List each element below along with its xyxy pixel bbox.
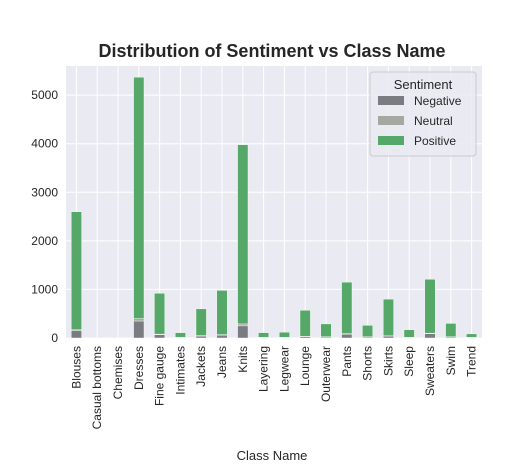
x-axis-label: Class Name (237, 448, 308, 463)
bar-positive-4 (154, 293, 165, 335)
x-tick-label-0: Blouses (69, 346, 83, 389)
bar-negative-6 (195, 335, 207, 339)
x-tick-label-4: Fine gauge (153, 346, 167, 406)
chart-title: Distribution of Sentiment vs Class Name (98, 41, 445, 61)
bar-negative-7 (216, 334, 228, 339)
x-tick-label-8: Knits (236, 346, 250, 373)
x-tick-label-18: Swim (444, 346, 458, 375)
bar-positive-18 (445, 323, 457, 337)
bar-positive-19 (466, 333, 477, 338)
x-tick-label-19: Trend (465, 346, 479, 377)
bar-positive-10 (279, 331, 290, 338)
legend-items: Negative Neutral Positive (378, 94, 462, 148)
x-tick-label-16: Sleep (402, 346, 416, 377)
bar-positive-11 (299, 310, 311, 337)
y-tick-label-1: 1000 (31, 282, 58, 296)
bar-negative-3 (133, 320, 145, 339)
bar-negative-17 (424, 333, 436, 339)
legend-title: Sentiment (394, 77, 453, 92)
x-tick-label-14: Shorts (361, 346, 375, 381)
x-tick-label-1: Casual bottoms (90, 346, 104, 429)
bar-negative-8 (237, 325, 249, 339)
y-axis-ticks: 0 1000 2000 3000 4000 5000 (31, 88, 58, 345)
bar-positive-8 (237, 144, 249, 325)
x-tick-label-15: Skirts (381, 346, 395, 376)
bar-positive-17 (424, 279, 436, 334)
bar-negative-13 (341, 333, 353, 339)
x-tick-label-11: Lounge (298, 346, 312, 386)
legend-box (369, 71, 477, 157)
x-tick-label-10: Legwear (277, 346, 291, 392)
x-tick-label-13: Pants (340, 346, 354, 377)
bar-neutral-8 (237, 323, 249, 327)
y-tick-label-4: 4000 (31, 137, 58, 151)
legend-label-positive: Positive (414, 134, 456, 148)
legend-swatch-positive (378, 136, 404, 145)
bar-positive-14 (362, 325, 373, 337)
y-tick-label-5: 5000 (31, 88, 58, 102)
bar-positive-3 (133, 76, 145, 319)
bar-positive-0 (70, 211, 82, 330)
bar-positive-16 (403, 329, 415, 338)
x-tick-label-5: Intimates (173, 346, 187, 395)
y-tick-label-0: 0 (51, 331, 58, 345)
bar-positive-5 (174, 332, 186, 338)
bar-positive-15 (383, 298, 394, 337)
bars (70, 76, 477, 339)
legend-swatch-neutral (378, 116, 404, 125)
x-tick-label-3: Dresses (132, 346, 146, 390)
x-tick-label-9: Layering (257, 346, 271, 392)
bar-positive-7 (216, 290, 228, 335)
y-tick-label-2: 2000 (31, 234, 58, 248)
x-tick-label-6: Jackets (194, 346, 208, 387)
bar-positive-12 (320, 323, 332, 337)
legend-swatch-negative (378, 96, 404, 105)
bar-negative-4 (154, 334, 165, 339)
legend-label-negative: Negative (414, 94, 462, 108)
bar-positive-13 (341, 281, 353, 334)
bar-positive-9 (258, 332, 269, 338)
x-tick-label-2: Chemises (111, 346, 125, 399)
y-tick-label-3: 3000 (31, 185, 58, 199)
bar-positive-6 (195, 308, 207, 336)
bar-negative-0 (70, 330, 82, 339)
legend-label-neutral: Neutral (414, 114, 453, 128)
x-tick-label-17: Sweaters (423, 346, 437, 396)
bar-negative-11 (299, 336, 311, 339)
x-tick-label-12: Outerwear (319, 346, 333, 402)
x-tick-label-7: Jeans (215, 346, 229, 378)
x-axis-ticks: Blouses Casual bottoms Chemises Dresses Fine… (69, 346, 478, 430)
legend: Sentiment Negative Neutral Positive (369, 71, 477, 157)
bar-negative-15 (383, 335, 394, 339)
bar-neutral-3 (133, 318, 145, 322)
